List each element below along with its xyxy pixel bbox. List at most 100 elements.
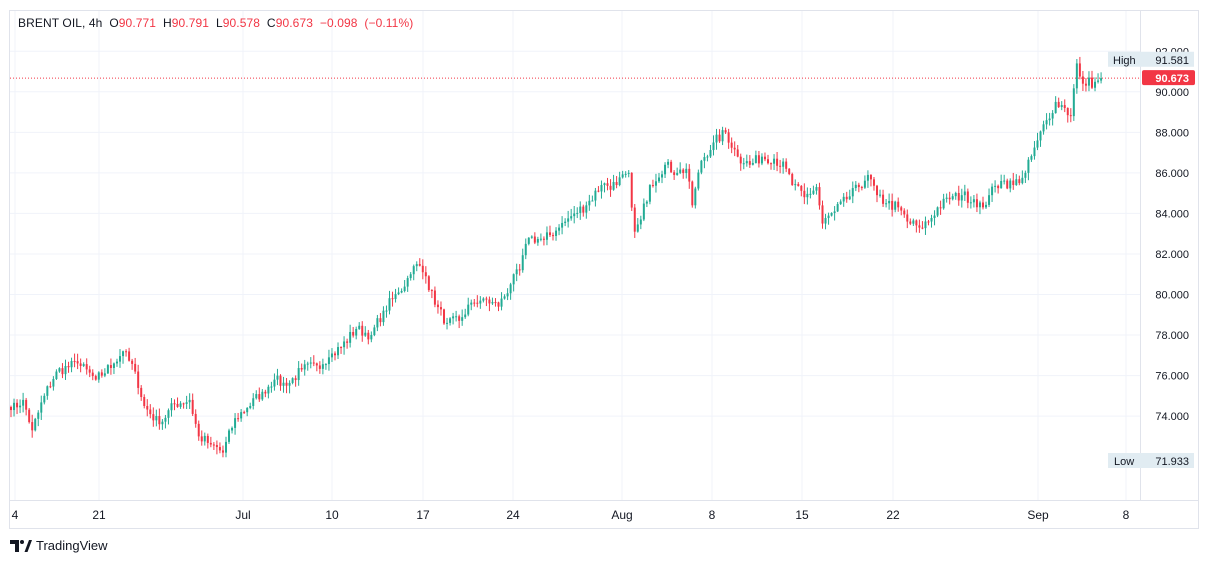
y-tick-label: 78.000 [1155,330,1189,342]
candle-body [267,386,270,394]
candle-body [394,294,397,300]
candle-body [664,164,667,175]
candle-body [921,227,924,229]
candle-body [609,185,612,190]
candle-body [518,269,521,271]
candle-body [573,213,576,217]
candle-body [718,134,721,142]
y-tick-label: 86.000 [1155,168,1189,180]
candle-body [240,412,243,419]
candle-body [770,163,773,165]
candle-body [597,190,600,192]
candle-body [494,302,497,304]
open-value: 90.771 [118,16,157,30]
candle-body [155,416,158,421]
candle-body [854,184,857,189]
candle-body [46,386,49,396]
candle-body [582,206,585,213]
y-axis: 92.00090.00088.00086.00084.00082.00080.0… [1155,46,1189,423]
candle-body [149,409,152,415]
candle-body [58,368,61,372]
last-price-label: 90.673 [1155,73,1189,85]
tradingview-logo[interactable]: TradingView [10,538,108,553]
candle-body [981,202,984,208]
last-price-box [1142,70,1195,86]
y-tick-label: 82.000 [1155,249,1189,261]
candle-body [857,184,860,188]
candle-body [243,412,246,414]
candle-body [776,158,779,166]
candle-body [794,184,797,186]
candle-body [337,347,340,356]
candle-body [291,378,294,383]
candle-body [779,165,782,167]
x-tick-label: 8 [709,508,716,522]
candle-body [19,405,22,408]
candle-body [85,364,88,370]
candle-body [951,196,954,200]
candle-body [215,445,218,448]
high-marker-value: 91.581 [1155,55,1189,67]
candle-body [763,156,766,160]
candle-body [231,427,234,431]
candle-body [1000,180,1003,189]
candle-body [10,406,12,411]
candle-body [988,195,991,205]
candle-body [294,378,297,381]
candle-body [158,416,161,425]
candle-body [349,331,352,343]
candle-body [100,372,103,376]
candle-body [760,156,763,164]
candle-body [564,221,567,223]
candle-body [661,174,664,178]
candle-body [449,318,452,323]
candle-body [170,403,173,411]
candle-body [427,276,430,291]
candle-body [975,199,978,208]
candle-body [600,185,603,192]
candle-body [249,405,252,409]
candle-body [618,177,621,186]
candle-body [31,422,34,431]
candle-body [330,353,333,358]
candle-body [673,172,676,175]
high-label: H [162,16,172,30]
candle-body [321,364,324,369]
candle-body [1072,88,1075,117]
candle-body [915,220,918,226]
candle-body [403,286,406,292]
candle-body [452,316,455,319]
candle-body [906,214,909,222]
candle-body [318,365,321,369]
candle-body [948,197,951,200]
candle-body [1021,177,1024,184]
candle-body [70,361,73,368]
x-tick-label: 21 [92,508,106,522]
candle-body [1097,80,1100,82]
candle-body [285,382,288,386]
candle-body [588,200,591,206]
candle-body [388,298,391,311]
candle-body [206,435,209,443]
candle-body [570,216,573,219]
candle-body [482,298,485,301]
candle-body [461,317,464,321]
candle-body [688,168,691,182]
candle-body [736,149,739,157]
candle-body [812,190,815,194]
candle-body [524,243,527,256]
candle-body [224,441,227,453]
candle-body [430,290,433,292]
candle-body [555,230,558,236]
candle-body [309,362,312,364]
candle-body [333,353,336,356]
candle-body [397,292,400,295]
candle-body [25,399,28,410]
candles [10,56,1103,458]
candle-body [270,386,273,388]
candle-body [255,394,258,399]
candle-body [745,161,748,164]
y-tick-label: 84.000 [1155,208,1189,220]
